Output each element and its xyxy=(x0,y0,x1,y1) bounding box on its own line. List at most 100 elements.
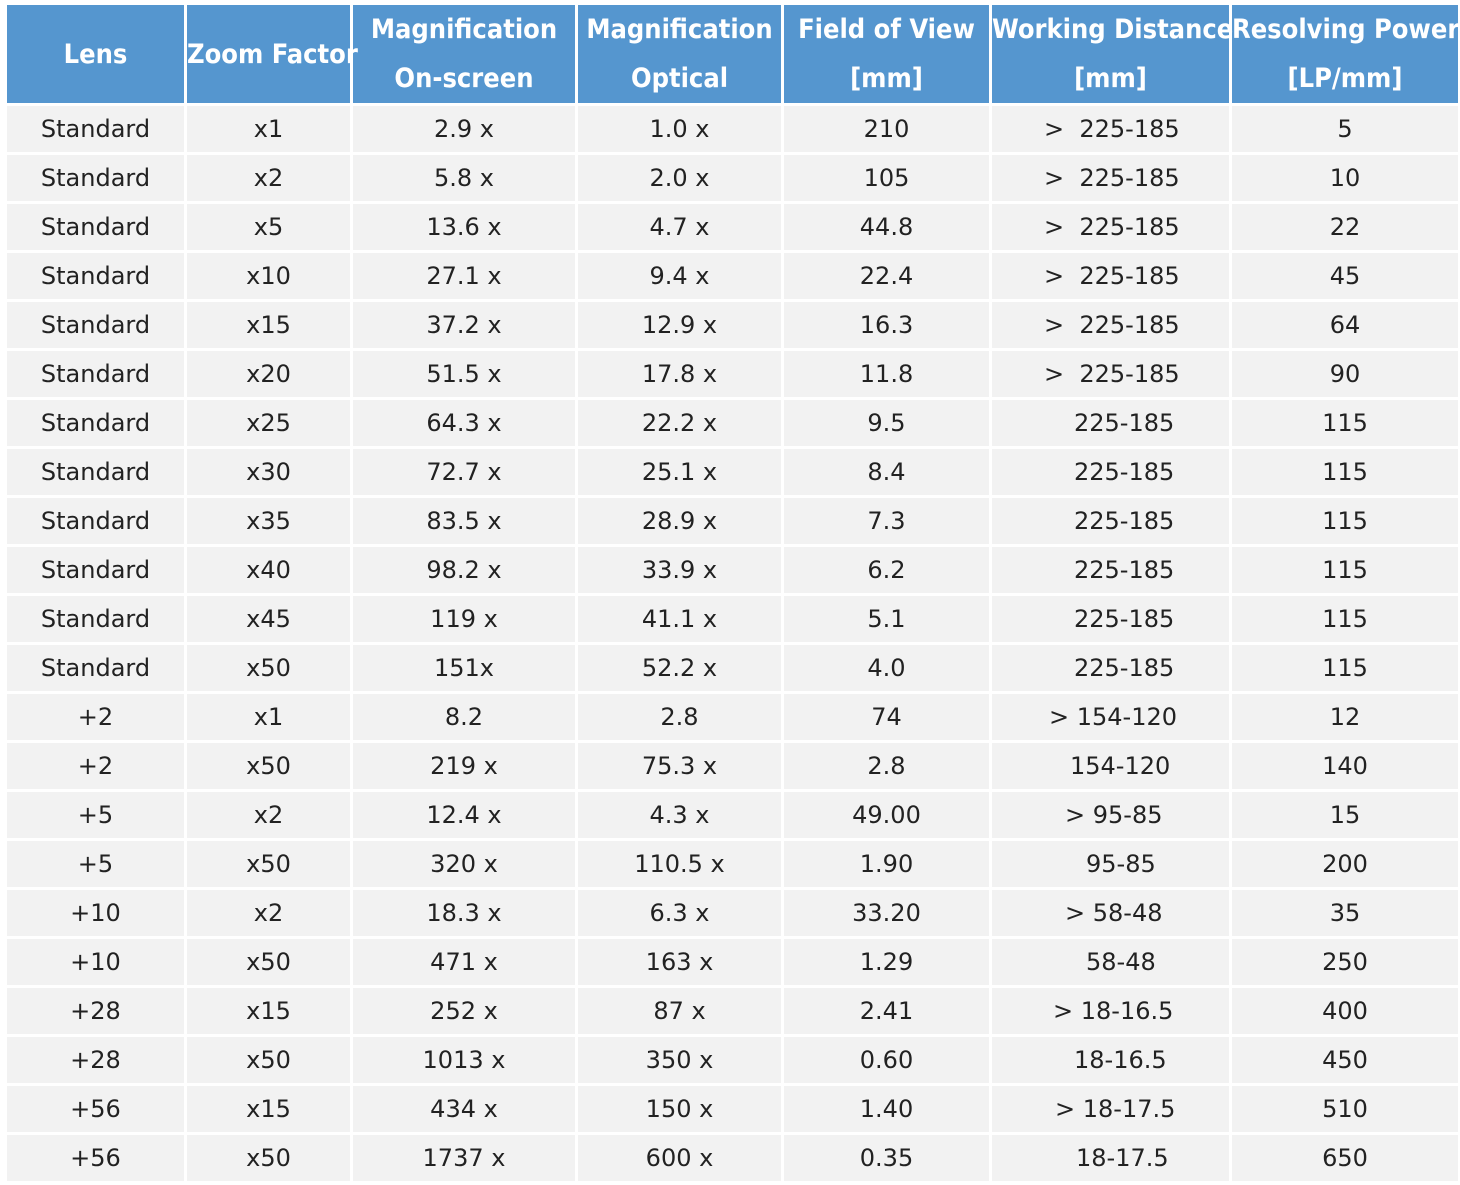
cell-magnification-optical: 163 x xyxy=(578,939,781,985)
table-row: +56 x50 1737 x 600 x 0.35 18-17.5 650 xyxy=(7,1135,1458,1181)
cell-lens: +2 xyxy=(7,694,184,740)
cell-zoom-factor: x25 xyxy=(187,400,350,446)
cell-resolving-power: 35 xyxy=(1232,890,1458,936)
table-row: +2 x50 219 x 75.3 x 2.8 154-120 140 xyxy=(7,743,1458,789)
header-working-distance: Working Distance [mm] xyxy=(992,5,1234,103)
cell-magnification-optical: 25.1 x xyxy=(578,449,781,495)
cell-field-of-view: 8.4 xyxy=(784,449,989,495)
table-row: Standard x45 119 x 41.1 x 5.1 225-185 115 xyxy=(7,596,1458,642)
cell-magnification-optical: 350 x xyxy=(578,1037,781,1083)
cell-magnification-optical: 9.4 x xyxy=(578,253,781,299)
cell-lens: Standard xyxy=(7,351,184,397)
header-label-line1: Zoom Factor xyxy=(187,38,358,70)
cell-zoom-factor: x1 xyxy=(187,694,350,740)
cell-resolving-power: 5 xyxy=(1232,106,1458,152)
cell-resolving-power: 115 xyxy=(1232,547,1458,593)
cell-resolving-power: 250 xyxy=(1232,939,1458,985)
cell-field-of-view: 0.35 xyxy=(784,1135,989,1181)
cell-resolving-power: 45 xyxy=(1232,253,1458,299)
header-label-line1: Magnification xyxy=(586,14,773,45)
cell-magnification-onscreen: 219 x xyxy=(353,743,575,789)
cell-magnification-onscreen: 2.9 x xyxy=(353,106,575,152)
cell-zoom-factor: x45 xyxy=(187,596,350,642)
cell-magnification-onscreen: 471 x xyxy=(353,939,575,985)
cell-zoom-factor: x1 xyxy=(187,106,350,152)
cell-field-of-view: 0.60 xyxy=(784,1037,989,1083)
table-row: Standard x30 72.7 x 25.1 x 8.4 225-185 115 xyxy=(7,449,1458,495)
cell-lens: +10 xyxy=(7,939,184,985)
cell-working-distance: 225-185 xyxy=(992,449,1229,495)
cell-magnification-optical: 52.2 x xyxy=(578,645,781,691)
cell-magnification-optical: 4.7 x xyxy=(578,204,781,250)
table-row: +5 x2 12.4 x 4.3 x 49.00 > 95-85 15 xyxy=(7,792,1458,838)
cell-resolving-power: 450 xyxy=(1232,1037,1458,1083)
cell-working-distance: 225-185 xyxy=(992,645,1229,691)
cell-field-of-view: 22.4 xyxy=(784,253,989,299)
cell-magnification-optical: 2.8 xyxy=(578,694,781,740)
cell-lens: Standard xyxy=(7,498,184,544)
header-label-line1: Magnification xyxy=(370,14,558,45)
table-body: Standard x1 2.9 x 1.0 x 210 > 225-185 5 Standar… xyxy=(7,106,1458,1181)
cell-zoom-factor: x2 xyxy=(187,890,350,936)
cell-field-of-view: 1.40 xyxy=(784,1086,989,1132)
table-header: Lens Zoom Factor Magnification On-screen Mag… xyxy=(7,5,1459,103)
header-label-line1: Working Distance xyxy=(992,14,1234,45)
cell-magnification-optical: 2.0 x xyxy=(578,155,781,201)
cell-magnification-optical: 600 x xyxy=(578,1135,781,1181)
cell-lens: Standard xyxy=(7,400,184,446)
cell-field-of-view: 33.20 xyxy=(784,890,989,936)
header-label-line2: [mm] xyxy=(850,63,923,94)
header-label-line2: On-screen xyxy=(394,63,534,94)
cell-field-of-view: 105 xyxy=(784,155,989,201)
cell-field-of-view: 7.3 xyxy=(784,498,989,544)
cell-field-of-view: 4.0 xyxy=(784,645,989,691)
lens-spec-table: Lens Zoom Factor Magnification On-screen Mag… xyxy=(4,2,1460,1184)
cell-lens: +56 xyxy=(7,1135,184,1181)
cell-magnification-optical: 6.3 x xyxy=(578,890,781,936)
cell-magnification-optical: 28.9 x xyxy=(578,498,781,544)
header-label-line1: Field of View xyxy=(798,14,975,45)
cell-zoom-factor: x30 xyxy=(187,449,350,495)
cell-working-distance: > 225-185 xyxy=(992,302,1229,348)
cell-zoom-factor: x20 xyxy=(187,351,350,397)
cell-magnification-onscreen: 51.5 x xyxy=(353,351,575,397)
cell-working-distance: > 18-17.5 xyxy=(992,1086,1229,1132)
table-row: Standard x40 98.2 x 33.9 x 6.2 225-185 115 xyxy=(7,547,1458,593)
cell-magnification-onscreen: 98.2 x xyxy=(353,547,575,593)
cell-magnification-onscreen: 72.7 x xyxy=(353,449,575,495)
cell-resolving-power: 115 xyxy=(1232,400,1458,446)
header-label-line1: Lens xyxy=(63,38,128,70)
table-row: +5 x50 320 x 110.5 x 1.90 95-85 200 xyxy=(7,841,1458,887)
cell-resolving-power: 10 xyxy=(1232,155,1458,201)
cell-magnification-onscreen: 1737 x xyxy=(353,1135,575,1181)
cell-magnification-optical: 87 x xyxy=(578,988,781,1034)
cell-field-of-view: 9.5 xyxy=(784,400,989,446)
cell-zoom-factor: x35 xyxy=(187,498,350,544)
cell-zoom-factor: x50 xyxy=(187,645,350,691)
cell-resolving-power: 400 xyxy=(1232,988,1458,1034)
table-row: Standard x2 5.8 x 2.0 x 105 > 225-185 10 xyxy=(7,155,1458,201)
cell-resolving-power: 115 xyxy=(1232,449,1458,495)
cell-working-distance: 58-48 xyxy=(992,939,1229,985)
table-row: Standard x50 151x 52.2 x 4.0 225-185 115 xyxy=(7,645,1458,691)
cell-lens: Standard xyxy=(7,645,184,691)
cell-magnification-onscreen: 151x xyxy=(353,645,575,691)
cell-working-distance: > 18-16.5 xyxy=(992,988,1229,1034)
cell-working-distance: 225-185 xyxy=(992,596,1229,642)
cell-zoom-factor: x40 xyxy=(187,547,350,593)
cell-lens: +5 xyxy=(7,792,184,838)
header-label-line2: [LP/mm] xyxy=(1287,63,1403,94)
cell-magnification-onscreen: 119 x xyxy=(353,596,575,642)
cell-working-distance: > 225-185 xyxy=(992,106,1229,152)
cell-magnification-optical: 41.1 x xyxy=(578,596,781,642)
cell-zoom-factor: x50 xyxy=(187,1135,350,1181)
cell-resolving-power: 650 xyxy=(1232,1135,1458,1181)
table-row: +10 x2 18.3 x 6.3 x 33.20 > 58-48 35 xyxy=(7,890,1458,936)
cell-resolving-power: 15 xyxy=(1232,792,1458,838)
cell-resolving-power: 115 xyxy=(1232,645,1458,691)
cell-lens: Standard xyxy=(7,596,184,642)
cell-field-of-view: 49.00 xyxy=(784,792,989,838)
cell-magnification-onscreen: 27.1 x xyxy=(353,253,575,299)
header-label-line2: Optical xyxy=(630,63,729,94)
table-row: +2 x1 8.2 2.8 74 > 154-120 12 xyxy=(7,694,1458,740)
